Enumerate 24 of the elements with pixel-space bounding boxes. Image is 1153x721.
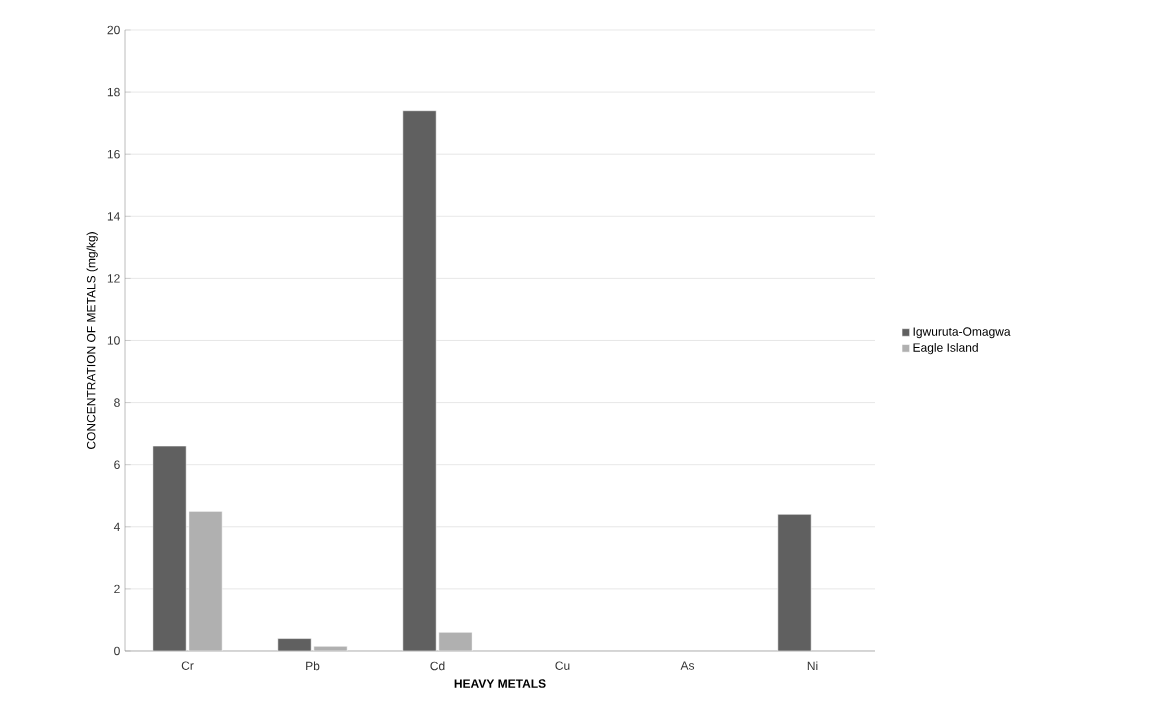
y-axis-title: CONCENTRATION OF METALS (mg/kg): [86, 232, 98, 449]
x-tick-label: Pb: [306, 661, 320, 671]
y-tick-label: 12: [107, 274, 120, 283]
x-tick-label: Cd: [430, 661, 445, 671]
x-tick-label: As: [680, 661, 695, 670]
y-tick-label: 18: [107, 87, 120, 97]
y-tick-label: 20: [107, 25, 120, 35]
legend-label: Eagle Island: [913, 342, 978, 355]
y-tick-label: 10: [107, 336, 120, 345]
bar: [438, 632, 473, 651]
y-tick-label: 16: [107, 149, 120, 159]
bar: [777, 514, 812, 651]
x-tick-label: Cu: [555, 661, 570, 670]
x-tick-label: Ni: [807, 661, 818, 671]
x-tick-label: Cr: [181, 661, 194, 670]
bar: [188, 510, 223, 651]
y-tick-label: 0: [114, 646, 120, 656]
y-tick-label: 2: [114, 584, 120, 594]
y-tick-label: 6: [114, 460, 120, 469]
y-tick-label: 4: [113, 522, 120, 531]
y-tick-label: 8: [114, 398, 120, 407]
x-axis-title: HEAVY METALS: [454, 679, 546, 688]
legend-label: Igwuruta-Omagwa: [913, 327, 1011, 339]
y-tick-label: 14: [107, 212, 120, 221]
